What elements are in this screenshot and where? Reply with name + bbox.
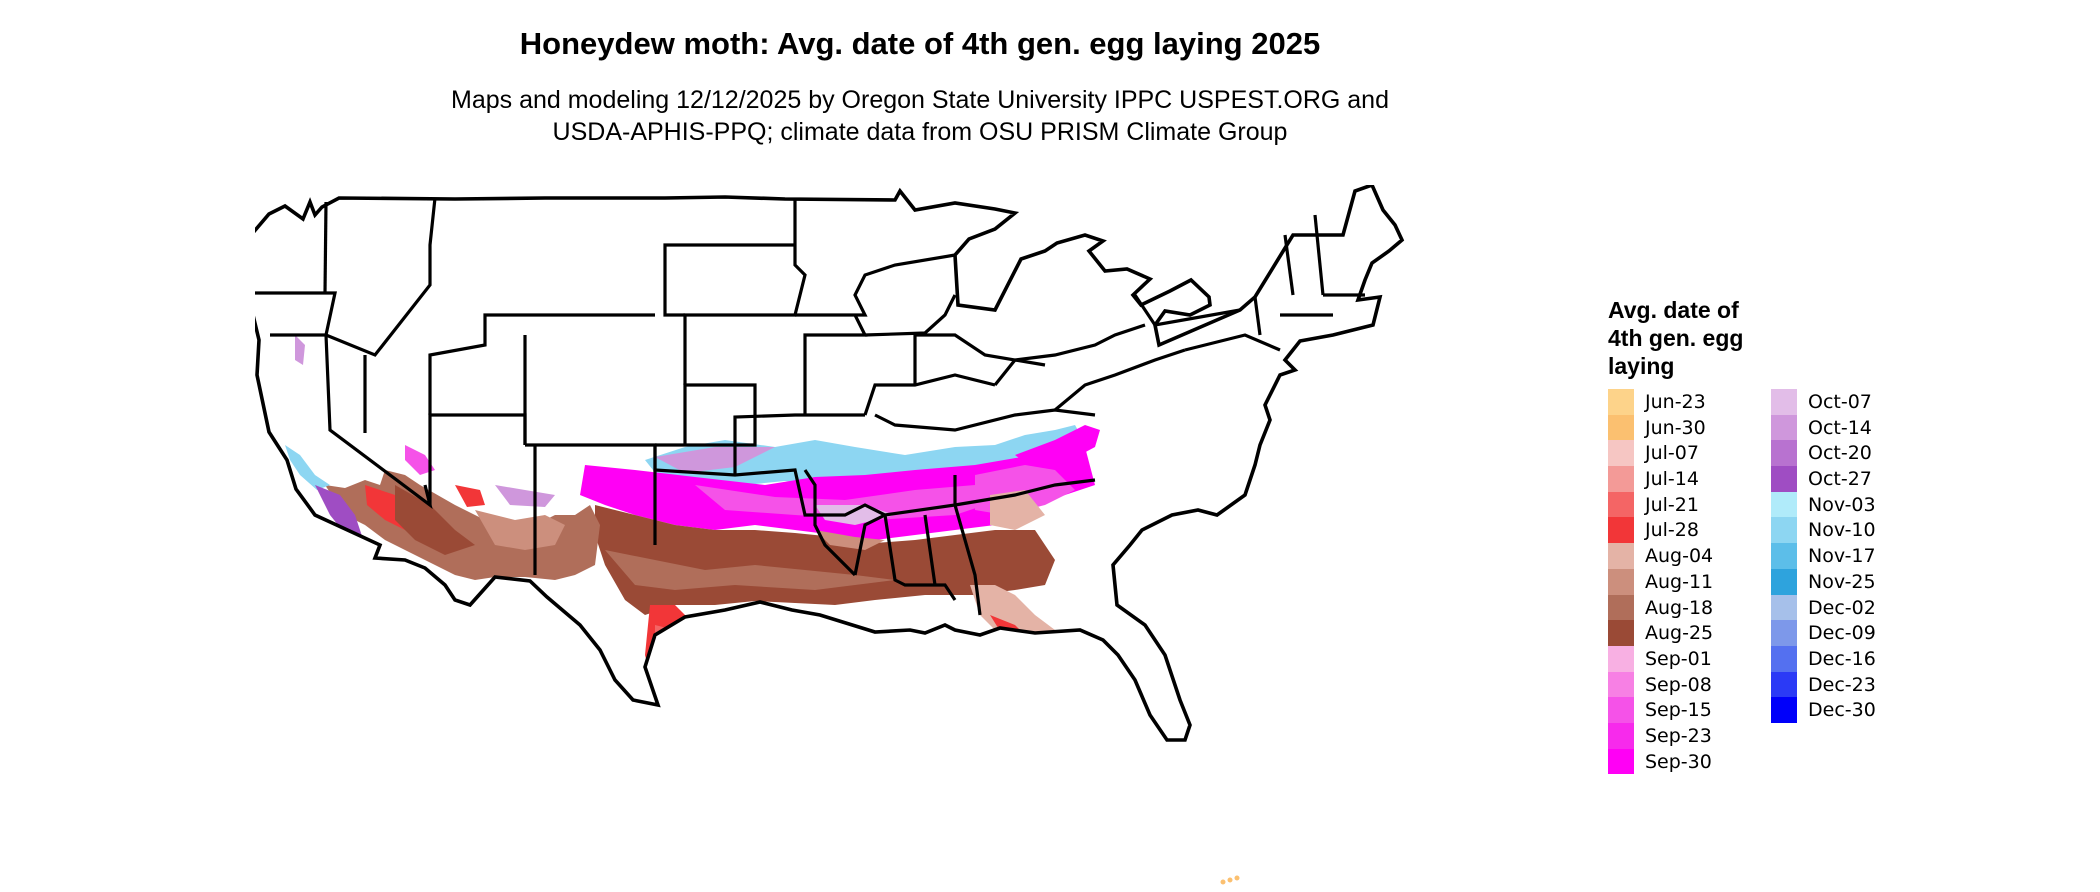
legend-label: Dec-02 — [1808, 596, 1876, 619]
map-subtitle: Maps and modeling 12/12/2025 by Oregon S… — [0, 84, 1840, 148]
legend-title-line-2: 4th gen. egg — [1608, 325, 1744, 351]
legend-title-line-3: laying — [1608, 353, 1675, 379]
legend-swatch — [1608, 645, 1634, 672]
florida-keys — [1220, 875, 1240, 885]
legend-label: Oct-27 — [1808, 468, 1872, 491]
subtitle-line-2: USDA-APHIS-PPQ; climate data from OSU PR… — [552, 118, 1288, 146]
legend-swatch — [1608, 466, 1634, 492]
us-map — [255, 185, 1404, 885]
legend-label: Dec-16 — [1808, 647, 1876, 670]
legend-swatch — [1771, 491, 1797, 518]
legend-swatch — [1771, 466, 1797, 492]
legend-swatch — [1608, 722, 1634, 749]
legend-swatch — [1608, 748, 1634, 775]
legend-swatch — [1771, 697, 1797, 723]
legend-label: Oct-14 — [1808, 416, 1872, 439]
legend-label: Aug-04 — [1645, 545, 1714, 568]
legend-label: Sep-23 — [1645, 724, 1712, 747]
legend-label: Jun-30 — [1645, 416, 1706, 439]
legend-swatch — [1771, 389, 1797, 415]
legend-swatch — [1608, 414, 1634, 441]
legend-swatch — [1608, 389, 1634, 415]
legend-label: Jul-21 — [1645, 493, 1699, 516]
legend-swatch — [1608, 594, 1634, 621]
map-title: Honeydew moth: Avg. date of 4th gen. egg… — [519, 26, 1321, 61]
legend-swatch — [1608, 543, 1634, 569]
legend-label: Dec-09 — [1808, 622, 1876, 645]
subtitle-line-1: Maps and modeling 12/12/2025 by Oregon S… — [451, 86, 1389, 114]
legend-swatch — [1608, 568, 1634, 595]
legend-label: Jul-28 — [1645, 519, 1699, 542]
legend-swatch — [1608, 491, 1634, 518]
legend-swatch — [1608, 440, 1634, 467]
legend-title-line-1: Avg. date of — [1608, 297, 1739, 323]
legend-swatch — [1771, 671, 1797, 698]
legend-swatch — [1771, 517, 1797, 544]
legend-swatch — [1771, 645, 1797, 672]
legend-swatch — [1771, 594, 1797, 621]
legend-label: Dec-30 — [1808, 699, 1876, 722]
legend-swatch — [1771, 620, 1797, 646]
legend-swatch — [1608, 697, 1634, 723]
legend-label: Nov-10 — [1808, 519, 1876, 542]
legend-swatch — [1608, 671, 1634, 698]
legend-label: Aug-11 — [1645, 570, 1714, 593]
legend-label: Sep-15 — [1645, 699, 1712, 722]
legend-swatch — [1771, 543, 1797, 569]
legend-swatch — [1771, 568, 1797, 595]
legend-label: Jul-14 — [1645, 468, 1699, 491]
legend-label: Aug-25 — [1645, 622, 1714, 645]
legend-label: Sep-08 — [1645, 673, 1712, 696]
legend-label: Oct-20 — [1808, 442, 1872, 465]
legend-label: Sep-01 — [1645, 647, 1712, 670]
legend-swatch — [1608, 620, 1634, 646]
legend-label: Aug-18 — [1645, 596, 1714, 619]
legend-swatch — [1608, 517, 1634, 544]
legend-label: Nov-25 — [1808, 570, 1876, 593]
legend-label: Nov-03 — [1808, 493, 1876, 516]
legend-label: Jun-23 — [1645, 391, 1706, 413]
legend-swatch — [1771, 440, 1797, 467]
legend-label: Jul-07 — [1645, 442, 1699, 465]
legend-label: Dec-23 — [1808, 673, 1876, 696]
legend-label: Sep-30 — [1645, 750, 1712, 773]
state-borders — [255, 197, 1365, 616]
legend-title: Avg. date of 4th gen. egg laying — [1608, 296, 1798, 380]
legend-label: Nov-17 — [1808, 545, 1876, 568]
legend: Avg. date of 4th gen. egg laying Jun-23 J… — [1608, 296, 1968, 796]
legend-label: Oct-07 — [1808, 391, 1872, 413]
legend-swatch — [1771, 414, 1797, 441]
